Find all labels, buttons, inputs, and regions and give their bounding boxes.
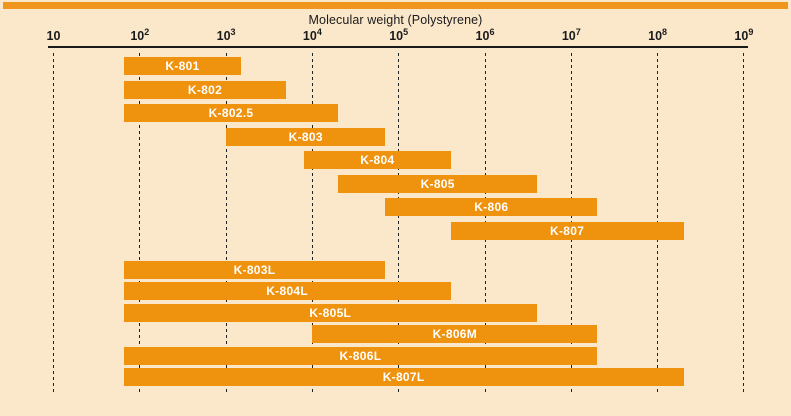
tick-base: 10 bbox=[46, 29, 61, 43]
tick-base: 10 bbox=[130, 29, 145, 43]
tick-exponent: 9 bbox=[748, 26, 754, 37]
tick-exponent: 2 bbox=[144, 26, 150, 37]
tick-base: 10 bbox=[648, 29, 663, 43]
bar-label: K-806 bbox=[474, 200, 509, 214]
range-bar-k-805l: K-805L bbox=[123, 303, 537, 322]
range-bar-k-807l: K-807L bbox=[123, 368, 684, 386]
bar-label: K-807L bbox=[382, 370, 425, 384]
tick-exponent: 8 bbox=[662, 26, 668, 37]
bar-label: K-805 bbox=[420, 176, 455, 191]
tick-exponent: 6 bbox=[489, 26, 495, 37]
x-tick-label: 109 bbox=[722, 26, 766, 43]
tick-exponent: 4 bbox=[316, 26, 322, 37]
range-bar-k-803: K-803 bbox=[226, 127, 386, 146]
tick-base: 10 bbox=[302, 29, 317, 43]
x-tick-label: 108 bbox=[636, 26, 680, 43]
range-bar-k-803l: K-803L bbox=[123, 260, 386, 279]
range-bar-k-806: K-806 bbox=[385, 198, 598, 216]
tick-base: 10 bbox=[734, 29, 749, 43]
gridline bbox=[311, 53, 313, 393]
tick-base: 10 bbox=[389, 29, 404, 43]
range-bar-k-802: K-802 bbox=[123, 80, 287, 99]
gridline bbox=[398, 53, 400, 393]
x-tick-label: 104 bbox=[290, 26, 334, 43]
tick-exponent: 5 bbox=[403, 26, 409, 37]
x-tick-label: 103 bbox=[204, 26, 248, 43]
x-tick-label: 105 bbox=[377, 26, 421, 43]
x-axis-line bbox=[48, 46, 748, 48]
range-bar-k-806m: K-806M bbox=[312, 325, 598, 343]
x-tick-label: 106 bbox=[463, 26, 507, 43]
bar-label: K-803 bbox=[288, 129, 323, 144]
gridline bbox=[743, 53, 745, 393]
bar-label: K-805L bbox=[309, 305, 352, 320]
bar-label: K-803L bbox=[233, 262, 276, 277]
gridline bbox=[53, 53, 54, 393]
tick-base: 10 bbox=[475, 29, 490, 43]
bar-label: K-806L bbox=[339, 348, 382, 363]
range-bar-k-805: K-805 bbox=[338, 174, 537, 193]
bar-label: K-802 bbox=[187, 82, 223, 97]
tick-base: 10 bbox=[216, 29, 231, 43]
range-bar-k-804l: K-804L bbox=[123, 282, 451, 300]
tick-exponent: 7 bbox=[575, 26, 581, 37]
chart-title: Molecular weight (Polystyrene) bbox=[308, 13, 483, 27]
bar-label: K-801 bbox=[165, 59, 200, 73]
x-tick-label: 10 bbox=[32, 29, 76, 43]
bar-label: K-802.5 bbox=[208, 106, 254, 120]
top-accent-stripe bbox=[3, 2, 788, 9]
range-bar-k-806l: K-806L bbox=[123, 346, 598, 365]
x-tick-label: 102 bbox=[118, 26, 162, 43]
tick-base: 10 bbox=[561, 29, 576, 43]
gridline bbox=[139, 53, 141, 393]
range-bar-k-807: K-807 bbox=[450, 221, 684, 240]
range-bar-k-804: K-804 bbox=[304, 151, 451, 169]
bar-label: K-804 bbox=[360, 153, 395, 167]
bar-label: K-804L bbox=[266, 284, 309, 298]
bar-label: K-806M bbox=[432, 327, 478, 341]
tick-exponent: 3 bbox=[230, 26, 236, 37]
range-bar-k-802-5: K-802.5 bbox=[123, 104, 339, 122]
x-tick-label: 107 bbox=[549, 26, 593, 43]
bar-label: K-807 bbox=[550, 223, 585, 238]
range-bar-k-801: K-801 bbox=[123, 57, 242, 75]
gridline bbox=[225, 53, 227, 393]
